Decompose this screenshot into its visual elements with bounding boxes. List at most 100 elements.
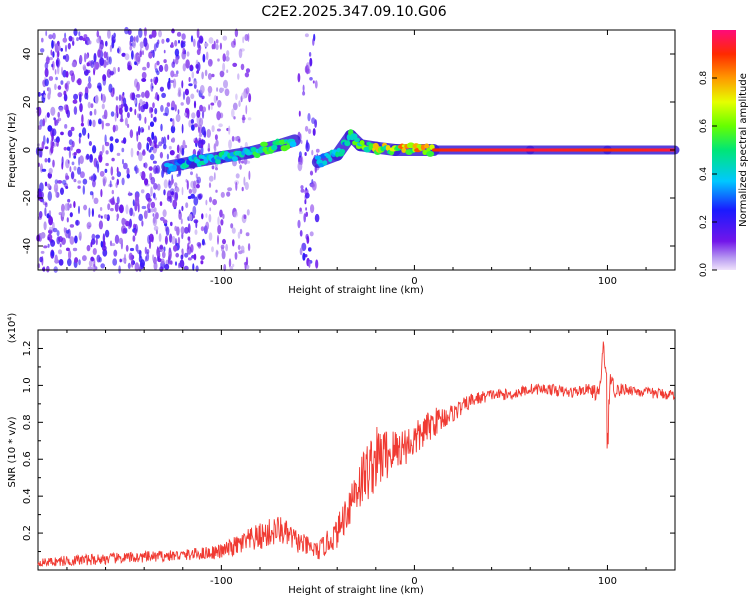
spectrogram-cell [310,204,315,214]
spectrogram-cell [104,168,108,173]
y-tick-label: 0.8 [22,414,33,430]
spectrogram-cell [207,73,212,80]
spectrogram-cell [173,245,178,252]
spectrogram-cell [66,109,71,119]
y-tick-label: -20 [22,190,33,206]
spectrogram-cell [91,233,96,241]
spectrogram-cell [61,156,64,166]
spectrogram-cell [232,62,238,67]
spectrogram-cell [86,153,90,160]
spectrogram-cell [50,106,56,116]
spectrogram-cell [184,226,189,234]
spectrogram-cell [71,161,75,166]
colorbar-label: Normalized spectral amplitude [738,73,749,227]
spectrogram-cell [134,196,140,207]
spectrogram-cell [218,123,223,128]
spectrogram-cell [63,93,68,102]
x-tick-label: 0 [411,276,417,287]
spectrogram-cell [93,61,97,72]
spectrogram-cell [73,178,77,183]
spectrogram-cell [57,92,63,98]
y-tick-label: 20 [22,96,33,109]
spectrogram-cell [214,134,218,141]
spectrogram-cell [105,40,108,47]
spectrogram-cell [238,48,243,59]
spectrogram-cell [304,199,307,205]
spectrogram-cell [177,109,180,115]
spectrogram-cell [179,259,185,269]
spectrogram-cell [305,64,309,75]
spectrogram-ticks: -100 0 100 -40 -20 0 20 40 [22,30,675,287]
spectrogram-cell [77,166,81,175]
spectrogram-cell [207,85,213,94]
spectrogram-cell [185,59,190,69]
spectrogram-cell [181,205,184,212]
spectrogram-cell [144,116,147,124]
spectrogram-cell [65,229,70,234]
spectrogram-cell [86,244,91,252]
spectrogram-cell [79,171,85,179]
spectrogram-cell [200,145,204,156]
spectrogram-cell [124,26,129,35]
spectrogram-cell [116,152,121,156]
spectrogram-cell [105,150,109,155]
spectrogram-cell [191,124,195,131]
spectrogram-cell [148,34,153,39]
spectrogram-cell [198,133,203,137]
snr-scale-label: (x10⁴) [7,313,18,344]
spectrogram-cell [64,83,68,90]
spectrogram-cell [104,229,110,238]
spectrogram-cell [187,223,191,234]
spectrogram-cell [154,142,157,149]
spectrogram-cell [51,60,55,71]
spectrogram-cell [89,111,93,116]
spectrogram-cell [192,205,197,216]
spectrogram-cell [187,257,192,261]
spectrogram-cell [73,151,77,156]
spectrogram-cell [129,207,134,217]
spectrogram-cell [196,176,201,184]
spectrogram-cell [69,236,75,245]
spectrogram-cell [196,28,200,39]
spectrogram-cell [148,125,150,131]
spectrogram-cell [158,233,162,242]
spectrogram-cell [231,108,235,118]
spectrogram-cell [226,50,230,57]
spectrogram-cell [148,51,153,59]
spectrogram-cell [169,150,175,156]
spectrogram-cell [111,243,116,247]
spectrogram-cell [90,241,93,248]
spectrogram-cell [176,31,182,37]
spectrogram-cell [128,191,131,197]
spectrogram-cell [176,173,179,178]
spectrogram-cell [183,265,189,271]
spectrogram-cell [98,220,103,230]
spectrogram-cell [122,159,124,165]
spectrogram-cell [134,53,140,63]
spectrogram-cell [170,42,174,48]
spectrogram-cell [237,244,241,250]
spectrogram-cell [116,213,120,219]
spectrogram-cell [133,36,136,42]
spectrogram-cell [73,106,78,115]
spectrogram-cell [119,258,122,263]
spectrogram-cell [97,49,101,58]
spectrogram-cell [304,125,309,132]
spectrogram-cell [233,38,236,46]
spectrogram-cell [118,204,124,214]
spectrogram-cell [48,34,53,40]
spectrogram-cell [39,182,44,192]
spectrogram-cell [300,155,304,166]
spectrogram-cell [234,251,238,260]
spectrogram-cell [159,244,164,250]
spectrogram-cell [108,56,112,65]
spectrogram-cell [44,78,49,87]
spectrogram-cell [222,53,226,62]
spectrogram-cell [211,246,214,253]
spectrogram-cell [314,213,320,223]
spectrogram-cell [245,232,250,237]
spectrogram-cell [184,88,189,96]
spectrogram-cell [215,39,219,44]
spectrogram-cell [103,214,108,219]
spectrogram-cell [50,239,56,247]
